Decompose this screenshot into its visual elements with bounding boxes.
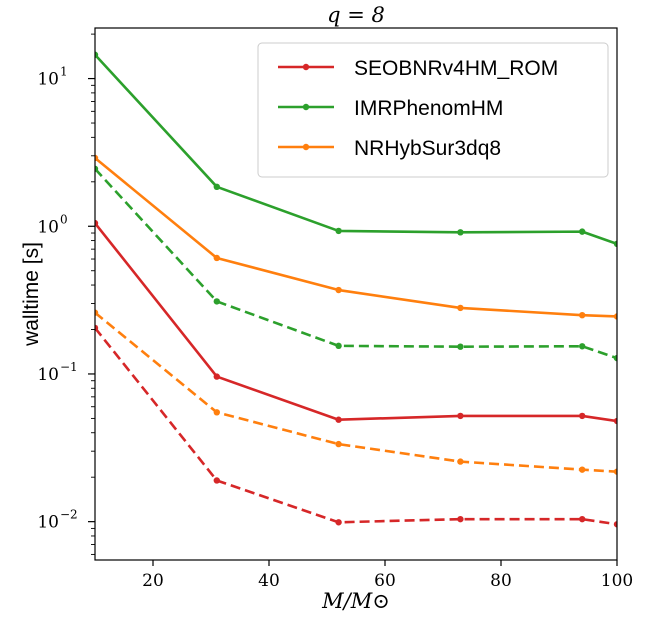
x-tick-label: 60: [374, 571, 396, 591]
data-point: [95, 154, 99, 162]
series-3: [95, 165, 617, 362]
data-point: [457, 515, 464, 523]
series-line: [95, 53, 617, 246]
y-tick-label: 10: [37, 513, 59, 533]
data-point: [457, 304, 464, 312]
series-line: [95, 327, 617, 526]
data-point: [213, 254, 220, 262]
data-point: [613, 417, 617, 425]
data-point: [579, 466, 586, 473]
data-point: [335, 440, 342, 448]
series-1: [95, 51, 617, 248]
y-tick-exponent: 0: [60, 212, 68, 226]
y-tick-label: 10: [37, 217, 59, 237]
data-point: [213, 373, 220, 380]
data-point: [95, 219, 99, 227]
series-0: [95, 219, 617, 425]
data-point: [213, 298, 220, 305]
y-axis-title: walltime [s]: [20, 242, 43, 347]
data-point: [95, 324, 99, 332]
data-point: [335, 519, 342, 526]
series-line: [95, 222, 617, 423]
data-point: [613, 521, 617, 528]
legend-label: IMRPhenomHM: [354, 97, 503, 120]
legend-label: SEOBNRv4HM_ROM: [354, 57, 558, 80]
x-tick-label: 100: [601, 571, 633, 591]
legend-swatch-marker: [302, 63, 310, 71]
legend: SEOBNRv4HM_ROM IMRPhenomHM NRHybSur3dq8: [257, 42, 609, 178]
legend-swatch-marker: [302, 103, 310, 111]
data-point: [457, 458, 464, 465]
series-line: [95, 311, 617, 473]
data-point: [95, 309, 99, 316]
y-tick-label: 10: [37, 365, 59, 385]
series-layer: [95, 51, 617, 528]
data-point: [95, 165, 99, 172]
data-point: [613, 240, 617, 248]
series-line: [95, 156, 617, 318]
data-point: [457, 343, 464, 350]
series-2: [95, 154, 617, 320]
data-point: [213, 477, 220, 484]
data-point: [579, 412, 586, 420]
x-tick-label: 20: [142, 571, 164, 591]
y-tick-exponent: 1: [60, 65, 68, 79]
data-point: [335, 286, 342, 294]
data-point: [213, 183, 220, 191]
data-point: [579, 311, 586, 319]
data-point: [457, 412, 464, 420]
data-point: [95, 51, 99, 58]
y-tick-exponent: −1: [60, 360, 78, 374]
series-line: [95, 167, 617, 360]
data-point: [579, 515, 586, 523]
data-point: [335, 416, 342, 423]
data-point: [579, 228, 586, 235]
data-point: [613, 468, 617, 475]
data-point: [213, 409, 220, 416]
data-point: [579, 343, 586, 350]
plot-frame: [94, 27, 618, 561]
data-point: [457, 229, 464, 236]
legend-box: [257, 42, 609, 178]
chart-title: q = 8: [327, 3, 385, 27]
y-tick-label: 10: [37, 70, 59, 90]
series-5: [95, 324, 617, 528]
data-point: [335, 227, 342, 235]
series-4: [95, 309, 617, 475]
legend-swatch-marker: [302, 143, 310, 151]
y-tick-exponent: −2: [60, 508, 78, 522]
data-point: [613, 313, 617, 320]
x-axis-title: M/M⊙: [321, 589, 390, 613]
data-point: [335, 342, 342, 350]
x-tick-label: 40: [258, 571, 280, 591]
legend-label: NRHybSur3dq8: [354, 137, 501, 160]
x-tick-label: 80: [490, 571, 512, 591]
data-point: [613, 354, 617, 362]
